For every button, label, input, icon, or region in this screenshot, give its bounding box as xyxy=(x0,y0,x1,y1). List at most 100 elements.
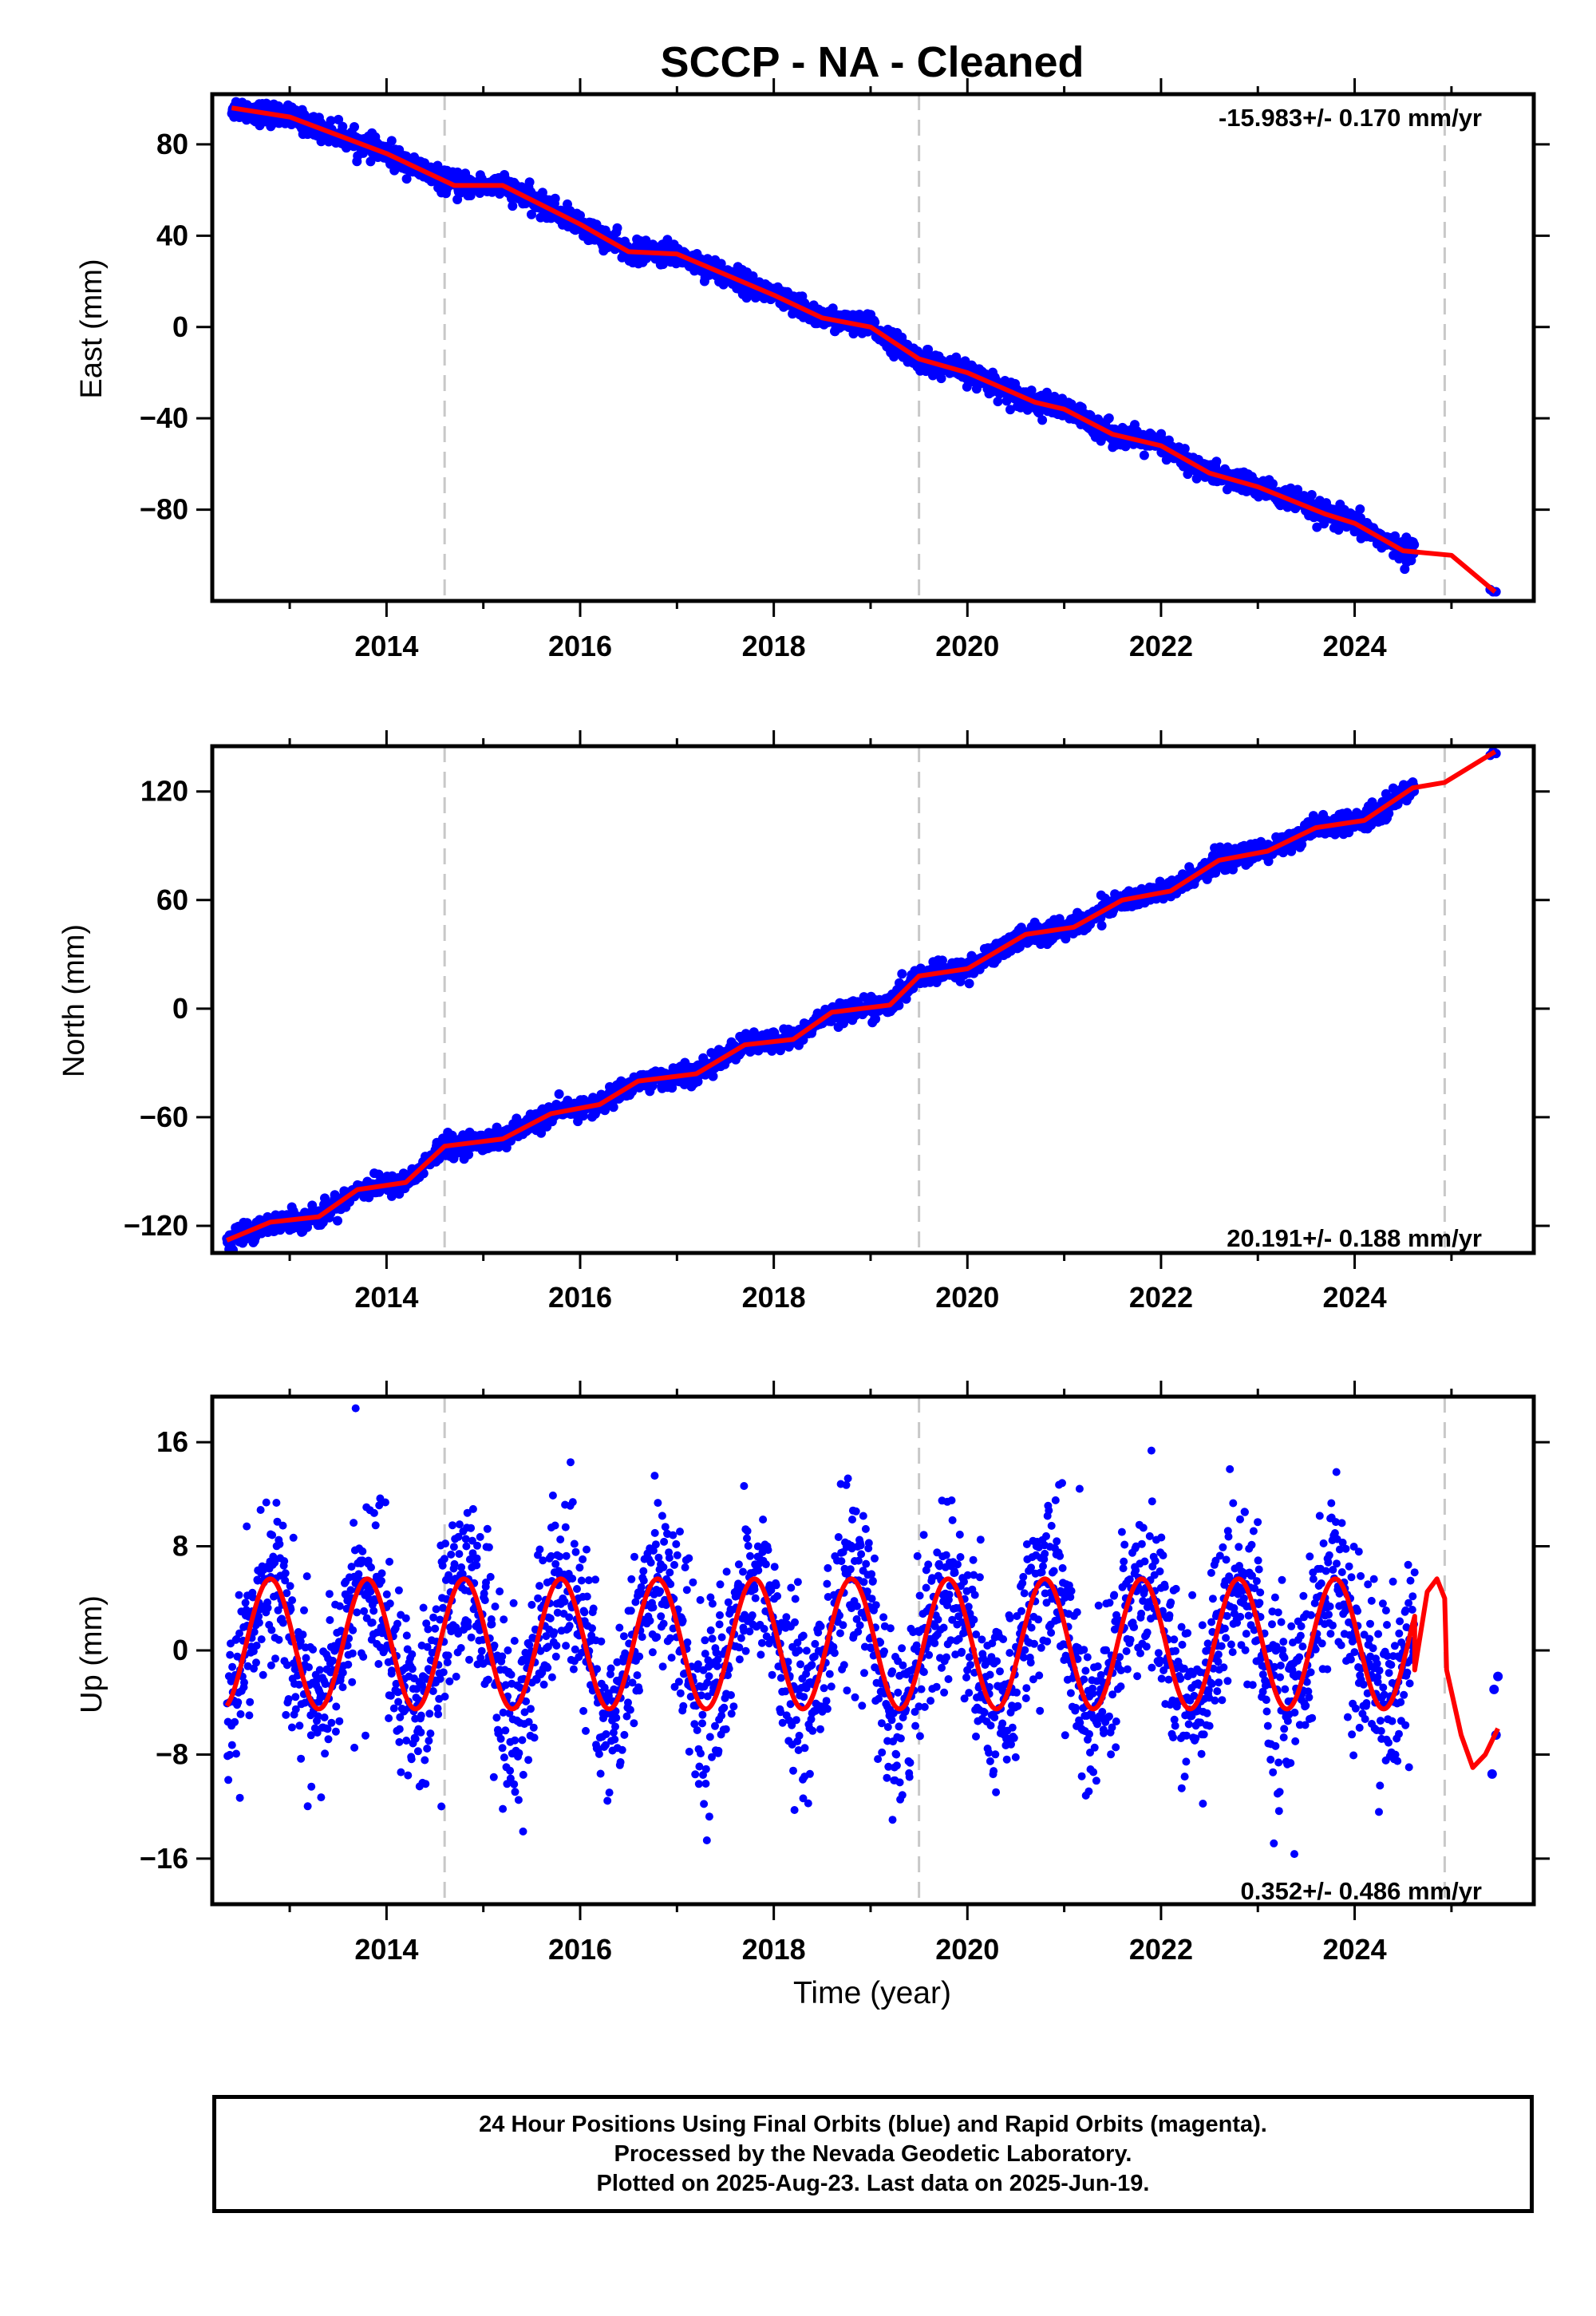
east-data-point xyxy=(334,114,344,124)
east-model-curve xyxy=(231,105,1497,594)
up-data-point xyxy=(374,1660,383,1668)
east-y-tick-label: 80 xyxy=(156,128,188,160)
up-data-point xyxy=(364,1556,373,1565)
north-x-tick-label: 2016 xyxy=(548,1281,612,1314)
east-data-point xyxy=(1319,519,1329,529)
north-data-point xyxy=(554,1089,564,1099)
up-data-point xyxy=(286,1582,294,1591)
north-data-point xyxy=(964,978,974,989)
up-data-point xyxy=(325,1590,334,1599)
up-data-point xyxy=(421,1756,429,1765)
east-x-tick-label: 2022 xyxy=(1129,630,1193,662)
up-data-point xyxy=(371,1521,380,1530)
up-data-point xyxy=(305,1663,313,1672)
up-data-point xyxy=(385,1714,393,1722)
north-y-tick-label: 120 xyxy=(140,775,188,808)
east-data-point xyxy=(1312,522,1322,532)
north-data-point xyxy=(897,969,907,979)
up-data-point xyxy=(245,1711,254,1720)
east-data-point xyxy=(951,352,962,362)
up-data-point xyxy=(419,1603,428,1612)
up-data-point xyxy=(351,1404,360,1413)
east-data-point xyxy=(1005,405,1015,415)
up-data-point xyxy=(257,1635,266,1644)
east-data-point xyxy=(401,174,412,184)
up-data-point xyxy=(224,1776,233,1784)
north-y-tick-label: −60 xyxy=(140,1101,188,1133)
east-data-point xyxy=(386,136,397,146)
east-data-point xyxy=(662,235,673,245)
up-data-point xyxy=(321,1680,330,1689)
east-x-tick-label: 2014 xyxy=(354,630,418,662)
up-data-point xyxy=(369,1508,378,1517)
up-data-point xyxy=(359,1653,368,1661)
up-data-point xyxy=(338,1683,347,1692)
east-data-point xyxy=(1037,415,1048,425)
up-data-point xyxy=(279,1618,287,1627)
north-rate-label: 20.191+/- 0.188 mm/yr xyxy=(1227,1224,1482,1252)
up-data-point xyxy=(408,1650,417,1658)
up-data-point xyxy=(300,1606,308,1614)
up-data-point xyxy=(240,1678,248,1687)
up-data-point xyxy=(417,1728,425,1737)
up-data-point xyxy=(291,1693,300,1701)
up-data-point xyxy=(275,1635,283,1644)
up-data-point xyxy=(395,1737,404,1746)
up-data-point xyxy=(350,1519,358,1528)
north-data-point xyxy=(464,1149,474,1160)
up-data-point xyxy=(281,1569,290,1578)
up-data-point xyxy=(394,1697,403,1706)
up-data-point xyxy=(282,1710,290,1719)
up-data-point xyxy=(387,1666,396,1675)
north-data-point xyxy=(307,1200,318,1211)
up-data-points xyxy=(223,1404,1503,1859)
up-data-point xyxy=(432,1605,440,1614)
east-x-tick-label: 2016 xyxy=(548,630,612,662)
up-data-point xyxy=(425,1709,434,1718)
east-rate-label: -15.983+/- 0.170 mm/yr xyxy=(1219,104,1482,132)
up-data-point xyxy=(295,1721,304,1730)
north-data-point xyxy=(708,1071,718,1081)
up-data-point xyxy=(417,1711,425,1720)
up-data-point xyxy=(408,1665,417,1674)
east-data-point xyxy=(612,223,622,233)
up-data-point xyxy=(320,1713,329,1721)
up-data-point xyxy=(263,1603,272,1612)
up-data-point xyxy=(315,1666,324,1674)
up-data-point xyxy=(246,1697,255,1706)
up-data-point xyxy=(255,1618,263,1627)
up-data-point xyxy=(397,1768,405,1777)
east-data-point xyxy=(365,156,376,167)
up-data-point xyxy=(324,1735,333,1744)
up-data-point xyxy=(361,1731,369,1740)
up-data-point xyxy=(437,1802,446,1811)
up-data-point xyxy=(231,1717,239,1726)
north-data-point xyxy=(492,1122,502,1132)
up-data-point xyxy=(381,1498,389,1507)
up-data-point xyxy=(256,1506,265,1514)
up-data-point xyxy=(411,1734,420,1743)
up-data-point xyxy=(404,1771,413,1780)
up-data-point xyxy=(288,1596,297,1605)
north-data-points xyxy=(222,746,1501,1255)
up-data-point xyxy=(353,1608,361,1617)
up-data-point xyxy=(377,1576,385,1585)
up-data-point xyxy=(302,1572,311,1581)
up-data-point xyxy=(252,1658,260,1667)
up-data-point xyxy=(235,1793,244,1802)
north-x-tick-label: 2024 xyxy=(1323,1281,1387,1314)
east-data-point xyxy=(716,259,726,269)
up-data-point xyxy=(338,1668,347,1677)
up-data-point xyxy=(302,1654,310,1662)
up-data-point xyxy=(267,1661,275,1670)
up-data-point xyxy=(262,1498,271,1507)
east-plot-frame xyxy=(210,92,1536,603)
up-data-point xyxy=(402,1631,411,1640)
up-data-point xyxy=(431,1624,440,1633)
up-data-point xyxy=(228,1662,237,1671)
up-data-point xyxy=(368,1618,377,1627)
up-data-point xyxy=(335,1717,344,1725)
